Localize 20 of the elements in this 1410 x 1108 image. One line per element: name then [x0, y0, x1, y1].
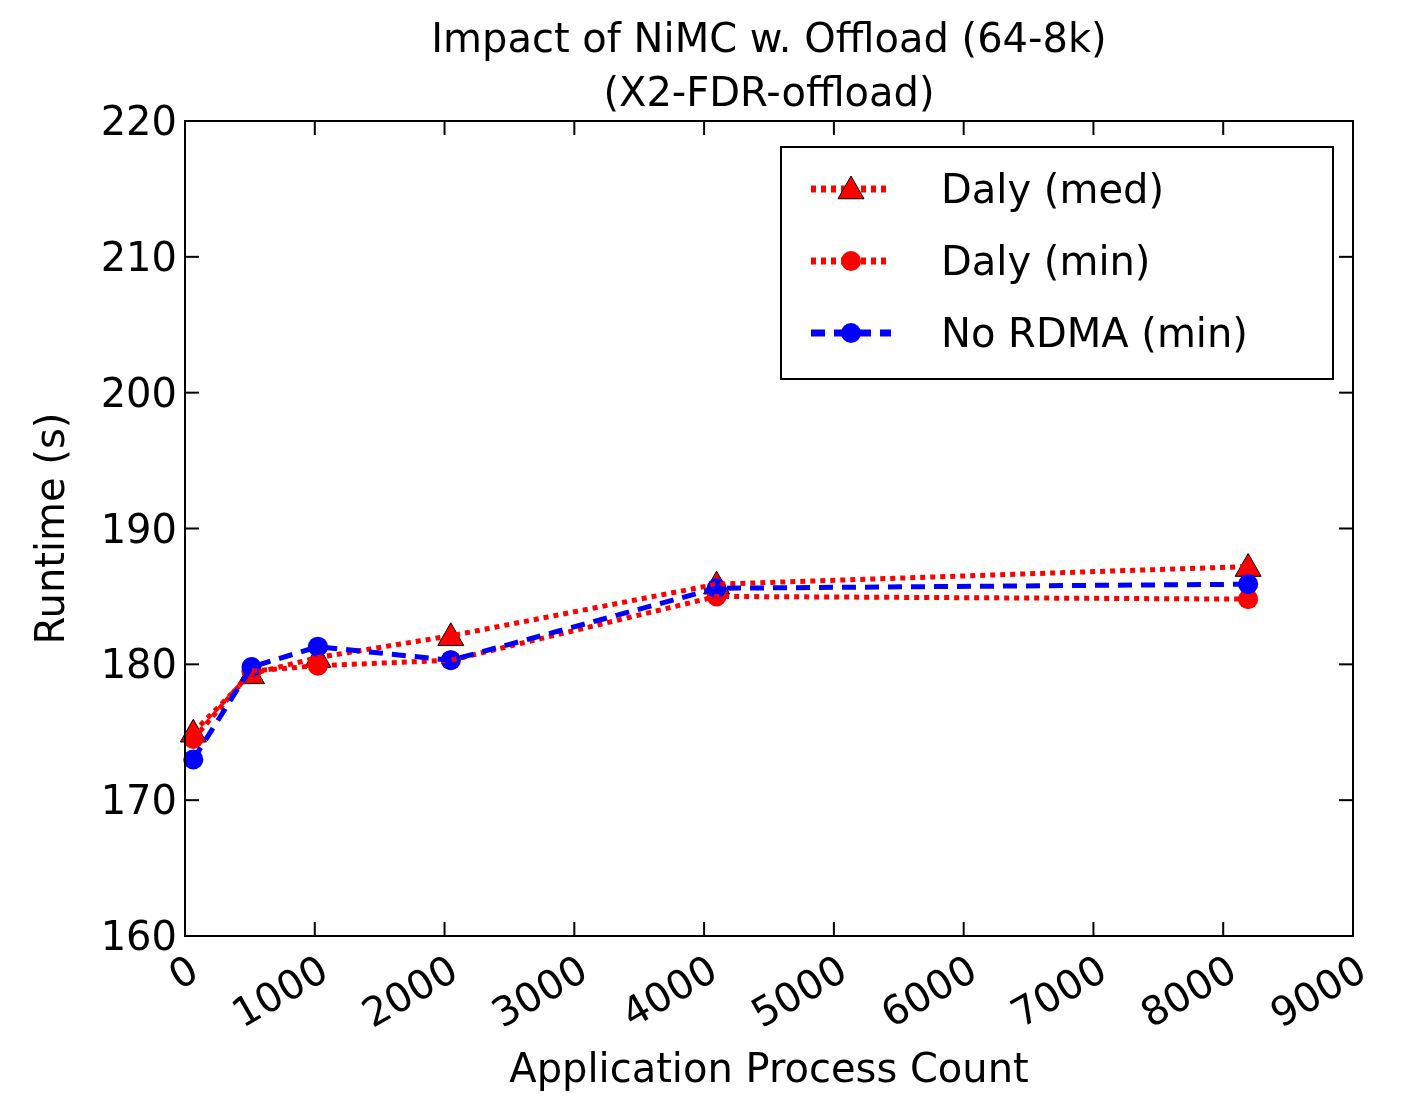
x-tick-label: 4000: [613, 945, 725, 1037]
legend-key: No RDMA (min): [811, 310, 1248, 356]
x-axis-title: Application Process Count: [509, 1045, 1029, 1091]
chart-subtitle: (X2-FDR-offload): [603, 69, 935, 115]
y-tick-label: 200: [100, 369, 177, 416]
x-tick-label: 7000: [1002, 945, 1114, 1037]
y-tick-label: 220: [100, 98, 177, 144]
legend-label: Daly (min): [941, 238, 1151, 284]
y-tick-label: 210: [100, 233, 177, 280]
legend-key: Daly (min): [811, 238, 1151, 284]
y-tick-label: 170: [100, 777, 177, 824]
y-axis-title: Runtime (s): [27, 412, 73, 645]
chart-title: Impact of NiMC w. Offload (64-8k): [431, 15, 1107, 61]
x-tick-label: 8000: [1132, 945, 1244, 1037]
x-tick-label: 6000: [873, 945, 985, 1037]
legend-label: Daly (med): [941, 166, 1164, 212]
legend-label: No RDMA (min): [941, 310, 1248, 356]
legend-key: Daly (med): [811, 166, 1164, 212]
y-tick-label: 190: [100, 505, 177, 552]
y-tick-label: 180: [100, 641, 177, 688]
